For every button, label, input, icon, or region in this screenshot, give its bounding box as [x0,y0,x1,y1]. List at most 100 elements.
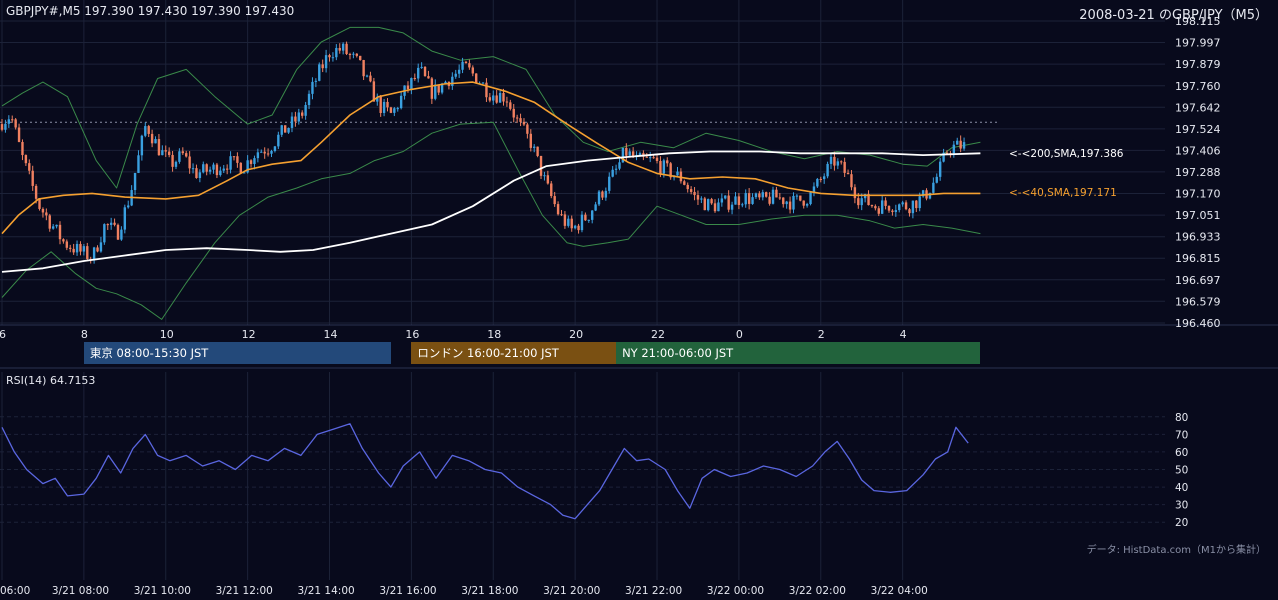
candle-body [65,241,69,248]
candle-body [700,198,703,200]
candle-body [256,152,260,159]
candle-body [942,152,945,162]
time-tick-label: 20 [569,328,583,341]
rsi-tick-label: 40 [1175,482,1188,494]
candle-body [734,196,737,205]
candle-body [887,205,891,211]
candle-body [215,164,219,176]
candle-body [720,198,724,203]
candle-body [260,151,263,153]
price-tick-label: 197.642 [1175,101,1221,114]
time-tick-label: 2 [818,328,825,341]
rsi-tick-label: 70 [1175,429,1188,441]
candle-body [434,84,437,99]
candle-body [526,124,529,134]
candle-body [775,189,778,198]
candle-body [21,141,24,156]
candle-body [679,171,683,182]
candle-body [693,191,696,196]
candle-body [82,246,86,252]
candle-body [99,242,103,252]
candle-body [457,69,461,74]
candle-body [850,174,853,188]
candle-body [45,212,48,216]
price-tick-label: 197.170 [1175,187,1221,200]
candle-body [901,202,904,205]
candle-body [406,85,410,90]
candle-body [655,157,659,161]
candle-body [689,189,693,192]
candle-body [799,195,802,201]
candle-body [352,53,355,55]
candle-body [703,198,706,211]
candle-body [713,203,717,212]
candle-body [427,76,430,79]
candle-body [359,55,362,61]
candle-body [324,55,328,69]
time-tick-label: 12 [242,328,256,341]
rsi-panel: 20 30 40 50 60 70 80 06:00 3/21 08:00 3/21 10:00 3… [0,412,1188,597]
bottom-time-label: 3/21 12:00 [216,585,273,597]
candle-body [0,124,4,130]
symbol-info: GBPJPY#,M5 197.390 197.430 197.390 197.4… [6,4,295,18]
bottom-time-label: 3/21 08:00 [52,585,109,597]
candle-body [696,195,700,200]
candle-body [249,160,253,164]
candle-body [451,76,454,86]
candle-body [307,93,311,106]
candle-body [522,121,526,125]
candle-body [120,229,123,240]
candle-body [331,57,335,59]
candle-body [86,246,89,259]
candle-body [79,243,82,252]
bottom-time-label: 3/22 02:00 [789,585,846,597]
price-tick-label: 196.815 [1175,252,1221,265]
candle-body [11,119,14,121]
bollinger-upper-line [1,26,981,189]
candle-body [468,63,471,68]
candle-body [747,193,751,204]
candle-body [754,193,758,198]
candle-body [529,133,532,148]
candle-body [870,205,874,207]
data-credit: データ: HistData.com（M1から集計） [1086,545,1266,556]
candle-body [4,123,7,130]
candle-body [69,247,72,249]
candle-body [809,192,812,205]
candle-body [918,196,921,209]
candle-body [724,195,727,199]
candle-body [788,201,792,210]
candle-body [604,190,608,198]
candle-body [591,210,594,220]
candle-body [863,194,867,199]
candle-body [904,202,908,210]
candle-body [328,55,331,58]
candle-body [123,207,127,230]
candle-body [413,78,416,80]
sma40-label: <-<40,SMA,197.171 [1009,187,1117,199]
candle-body [440,83,444,93]
bottom-time-label: 3/21 10:00 [134,585,191,597]
candle-body [150,133,154,144]
candle-body [277,134,280,147]
candle-body [737,196,741,206]
candle-body [399,95,403,109]
candle-body [959,140,962,149]
bottom-time-label: 3/21 16:00 [379,585,436,597]
time-tick-label: 10 [160,328,174,341]
bottom-time-label: 3/22 00:00 [707,585,764,597]
candle-body [512,108,515,118]
candle-body [608,176,611,191]
candle-body [567,218,570,226]
candle-body [420,66,423,68]
candle-body [202,164,205,173]
candle-body [185,153,188,157]
candle-body [751,197,754,204]
candle-body [137,155,140,173]
candle-body [219,170,222,176]
candle-body [475,73,478,84]
candle-body [294,116,297,122]
candle-body [178,151,181,162]
rsi-tick-label: 20 [1175,517,1188,529]
